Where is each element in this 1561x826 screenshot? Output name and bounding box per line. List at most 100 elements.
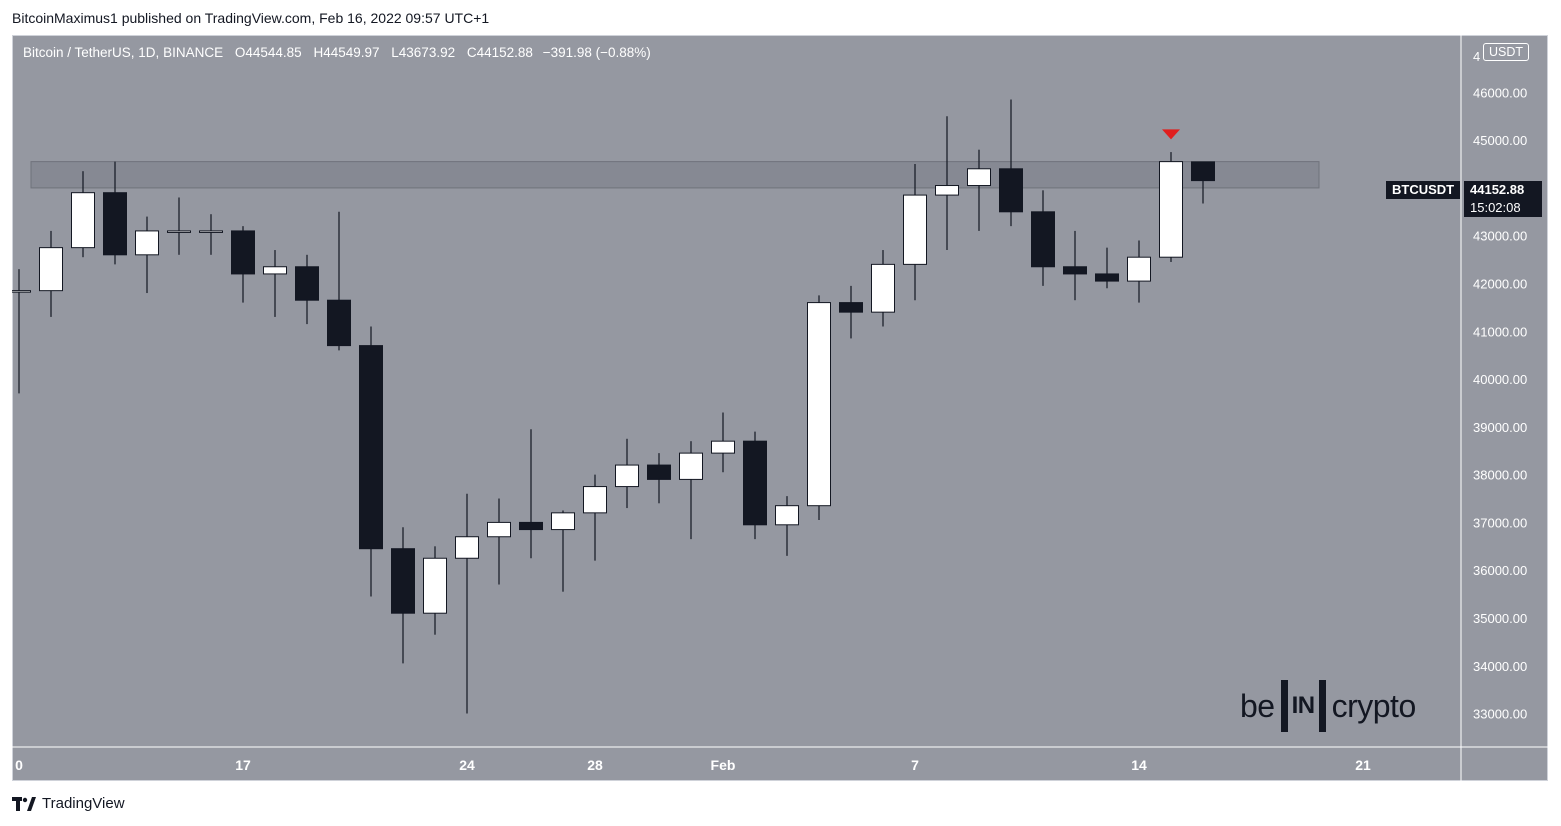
candle[interactable] [743,431,767,540]
last-price-tag: 44152.88 [1464,181,1542,199]
candle-body-down [1191,161,1215,182]
y-tick-label: 40000.00 [1473,372,1527,387]
candle-body-up [167,230,191,233]
watermark-right: crypto [1331,687,1417,724]
candle[interactable] [487,498,511,585]
candle[interactable] [103,161,127,265]
candle[interactable] [1031,190,1055,286]
candle[interactable] [1095,247,1119,289]
y-tick-label: 35000.00 [1473,611,1527,626]
candle[interactable] [903,164,927,301]
candle-body-down [839,302,863,313]
chart-frame[interactable] [12,35,1548,781]
candle[interactable] [391,527,415,664]
candle-body-up [935,185,959,196]
candle[interactable] [199,214,223,255]
candle-body-down [1095,273,1119,282]
footer-brand[interactable]: TradingView [12,795,125,812]
open-label: O [234,45,246,60]
candle-body-up [615,464,639,488]
candle-body-up [551,512,575,531]
candle[interactable] [871,250,895,327]
candle-body-up [12,290,31,293]
symbol-title[interactable]: Bitcoin / TetherUS, 1D, BINANCE [23,45,224,60]
candle-body-up [455,536,479,559]
candle[interactable] [935,116,959,251]
x-tick-label: 21 [1355,757,1371,773]
candle[interactable] [679,441,703,540]
candle[interactable] [167,197,191,255]
candle[interactable] [1063,230,1087,301]
candle[interactable] [295,254,319,325]
candle[interactable] [615,438,639,509]
candle[interactable] [263,250,287,317]
candle-body-down [359,345,383,550]
candle-body-up [871,263,895,313]
candle[interactable] [967,149,991,231]
candle[interactable] [647,453,671,504]
candle[interactable] [231,226,255,303]
candle[interactable] [455,493,479,714]
y-tick-label: 34000.00 [1473,659,1527,674]
symbol-price-tag: BTCUSDT [1386,181,1461,199]
y-tick-label: 33000.00 [1473,707,1527,722]
watermark-bracket: IN [1280,680,1326,732]
watermark-left: be [1240,687,1275,724]
candle-body-up [423,557,447,614]
resistance-zone[interactable] [30,161,1320,189]
symbol-header: Bitcoin / TetherUS, 1D, BINANCE O44544.8… [23,45,651,60]
candle-body-up [583,486,607,514]
candle[interactable] [1159,152,1183,262]
candle[interactable] [839,285,863,339]
candle-body-up [679,452,703,480]
candle-body-up [775,505,799,526]
candlestick-chart[interactable]: 33000.00 34000.00 35000.00 36000.00 37000.00… [12,35,1548,781]
y-tick-label: 45000.00 [1473,133,1527,148]
candle-body-down [327,299,351,347]
candle-body-up [903,194,927,265]
low-value: 43673.92 [398,45,456,60]
y-tick-label: 43000.00 [1473,229,1527,244]
candle[interactable] [775,496,799,556]
x-tick-label: Feb [711,757,736,773]
candle-body-down [1031,211,1055,268]
candle-body-down [1063,266,1087,275]
candle-body-up [135,230,159,256]
candle[interactable] [1127,240,1151,303]
y-tick-label: 39000.00 [1473,420,1527,435]
high-label: H [313,45,324,60]
candle-body-down [103,192,127,256]
candle[interactable] [999,99,1023,227]
sell-signal-marker[interactable] [1162,129,1180,140]
candle[interactable] [12,269,31,394]
candle-body-down [295,266,319,301]
candle[interactable] [711,412,735,473]
candle[interactable] [327,211,351,351]
y-tick-label: 37000.00 [1473,515,1527,530]
candle[interactable] [1191,161,1215,204]
candle-body-down [231,230,255,275]
candle-body-down [391,548,415,614]
y-tick-label: 46000.00 [1473,85,1527,100]
candle[interactable] [359,326,383,597]
candle[interactable] [39,230,63,317]
x-tick-label: 14 [1131,757,1147,773]
y-tick-label: 41000.00 [1473,324,1527,339]
candle-body-up [967,168,991,187]
currency-badge[interactable]: USDT [1483,43,1530,61]
candle[interactable] [807,295,831,521]
candle[interactable] [519,429,543,559]
candle[interactable] [551,510,575,592]
beincrypto-watermark: be IN crypto [1240,680,1416,732]
candle[interactable] [423,546,447,635]
candle[interactable] [583,474,607,561]
y-tick-label: 38000.00 [1473,468,1527,483]
candle-body-up [487,521,511,538]
candle-body-up [263,266,287,275]
candle[interactable] [71,171,95,258]
tradingview-logo-icon [12,796,36,811]
candle[interactable] [135,216,159,294]
x-tick-label: 24 [459,757,475,773]
close-value: 44152.88 [476,45,533,60]
candle-body-down [743,440,767,526]
